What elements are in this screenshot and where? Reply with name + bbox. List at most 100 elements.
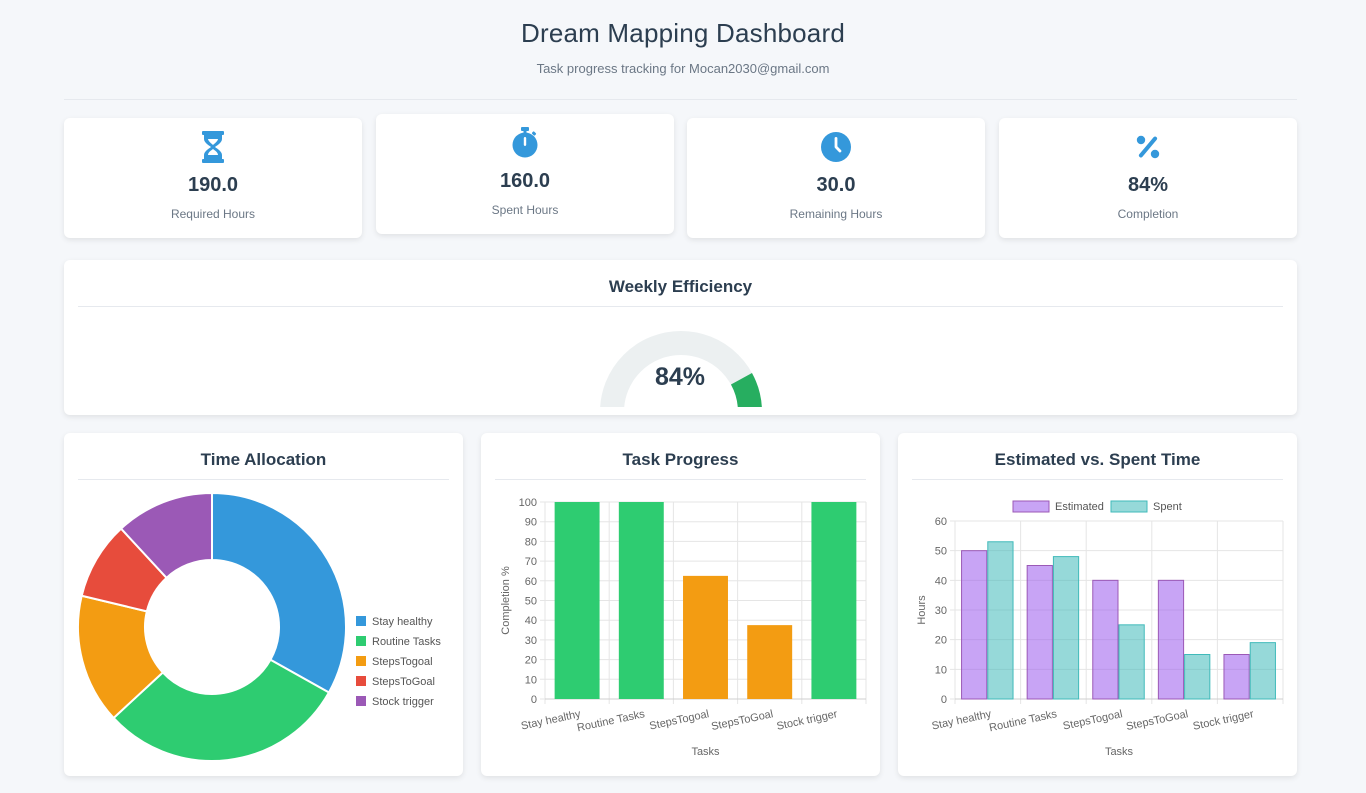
bar — [1052, 556, 1080, 700]
y-tick-label: 40 — [935, 575, 947, 587]
bar — [683, 575, 728, 699]
legend-swatch — [356, 676, 366, 686]
legend-label: StepsToGoal — [372, 676, 435, 688]
y-tick-label: 10 — [525, 674, 537, 686]
bar — [811, 502, 857, 699]
required-hours-label: Required Hours — [170, 207, 256, 221]
weekly-efficiency-title: Weekly Efficiency — [608, 277, 753, 296]
y-tick-label: 100 — [519, 497, 537, 509]
bar — [1223, 654, 1250, 700]
page-header: Dream Mapping Dashboard Task progress tr… — [0, 0, 1366, 76]
x-tick-label: StepsTogoal — [1062, 708, 1124, 732]
efficiency-gauge: 84% — [600, 331, 762, 407]
y-tick-label: 30 — [935, 605, 947, 617]
donut-slice — [112, 658, 331, 762]
bar — [961, 550, 988, 700]
x-tick-label: Stay healthy — [520, 708, 582, 732]
remaining-hours-label: Remaining Hours — [789, 207, 883, 221]
y-axis-title: Completion % — [500, 566, 512, 635]
time-allocation-card: Time Allocation Stay healthy Routine Task… — [64, 433, 463, 776]
y-tick-label: 20 — [935, 635, 947, 647]
legend-label: Stock trigger — [372, 696, 434, 708]
y-tick-label: 0 — [531, 694, 537, 706]
y-tick-label: 50 — [525, 596, 537, 608]
efficiency-value: 84% — [655, 363, 705, 391]
y-tick-label: 0 — [941, 694, 947, 706]
legend-swatch — [356, 636, 366, 646]
remaining-hours-value: 30.0 — [816, 174, 856, 196]
y-tick-label: 20 — [525, 655, 537, 667]
bar — [554, 502, 600, 699]
y-tick-label: 10 — [935, 664, 947, 676]
required-hours-card: 190.0 Required Hours — [64, 118, 362, 238]
spent-hours-label: Spent Hours — [491, 203, 559, 217]
bar — [747, 625, 793, 699]
spent-hours-value: 160.0 — [499, 170, 551, 192]
y-tick-label: 70 — [525, 556, 537, 568]
y-axis-title: Hours — [916, 595, 928, 625]
task-progress-chart: 0 10 20 30 40 50 60 70 80 90 100 Stay healthyRoutin… — [500, 497, 867, 758]
legend-label: StepsTogoal — [372, 656, 433, 668]
x-axis-title: Tasks — [691, 746, 720, 758]
x-tick-label: Routine Tasks — [576, 708, 646, 734]
legend-label: Spent — [1153, 501, 1182, 513]
legend-swatch — [1110, 500, 1148, 513]
card-divider — [78, 479, 449, 480]
donut-slice — [211, 491, 347, 694]
y-tick-label: 80 — [525, 536, 537, 548]
task-progress-title: Task Progress — [622, 450, 739, 469]
x-axis-title: Tasks — [1105, 746, 1134, 758]
page-title: Dream Mapping Dashboard — [521, 18, 845, 48]
hourglass-icon — [64, 130, 362, 164]
bar — [1092, 579, 1119, 700]
y-tick-label: 30 — [525, 635, 537, 647]
x-tick-label: StepsToGoal — [710, 708, 774, 733]
legend-swatch — [356, 616, 366, 626]
x-tick-label: StepsToGoal — [1125, 708, 1189, 733]
card-divider — [78, 306, 1283, 307]
legend-swatch — [1012, 500, 1050, 513]
spent-hours-card: 160.0 Spent Hours — [376, 114, 674, 234]
page-subtitle: Task progress tracking for Mocan2030@gma… — [536, 61, 830, 76]
legend-swatch — [356, 656, 366, 666]
donut-slice — [119, 491, 213, 580]
x-tick-label: Stock trigger — [776, 708, 839, 733]
y-tick-label: 60 — [935, 516, 947, 528]
completion-label: Completion — [1117, 207, 1179, 221]
y-tick-label: 90 — [525, 517, 537, 529]
bar — [1184, 654, 1211, 700]
remaining-hours-card: 30.0 Remaining Hours — [687, 118, 985, 238]
card-divider — [912, 479, 1283, 480]
x-tick-label: StepsTogoal — [648, 708, 710, 732]
legend-label: Estimated — [1055, 501, 1104, 513]
legend-label: Stay healthy — [372, 616, 433, 628]
bar — [1157, 579, 1185, 700]
y-tick-label: 40 — [525, 615, 537, 627]
x-tick-label: Routine Tasks — [988, 708, 1058, 734]
header-divider — [64, 99, 1297, 100]
card-divider — [495, 479, 866, 480]
estimated-vs-spent-title: Estimated vs. Spent Time — [994, 450, 1201, 469]
bar — [1249, 642, 1276, 700]
legend-label: Routine Tasks — [372, 636, 441, 648]
percent-icon — [999, 130, 1297, 164]
completion-card: 84% Completion — [999, 118, 1297, 238]
completion-value: 84% — [1127, 174, 1169, 196]
time-allocation-title: Time Allocation — [200, 450, 327, 469]
gauge-fill — [730, 372, 762, 407]
x-tick-label: Stock trigger — [1192, 708, 1255, 733]
bar — [618, 502, 664, 699]
y-tick-label: 60 — [525, 576, 537, 588]
weekly-efficiency-card: Weekly Efficiency 84% — [64, 260, 1297, 415]
clock-icon — [687, 130, 985, 164]
stopwatch-icon — [376, 126, 674, 160]
time-allocation-chart: Stay healthy Routine Tasks StepsTogoal Step… — [77, 491, 441, 762]
estimated-vs-spent-card: Estimated vs. Spent Time 0 10 20 30 40 50 60 St… — [898, 433, 1297, 776]
x-tick-label: Stay healthy — [931, 708, 993, 732]
bar — [1026, 565, 1053, 700]
task-progress-card: Task Progress 0 10 20 30 40 50 60 70 80 90 100 Stay… — [481, 433, 880, 776]
required-hours-value: 190.0 — [187, 174, 239, 196]
y-tick-label: 50 — [935, 546, 947, 558]
bar — [987, 541, 1014, 700]
